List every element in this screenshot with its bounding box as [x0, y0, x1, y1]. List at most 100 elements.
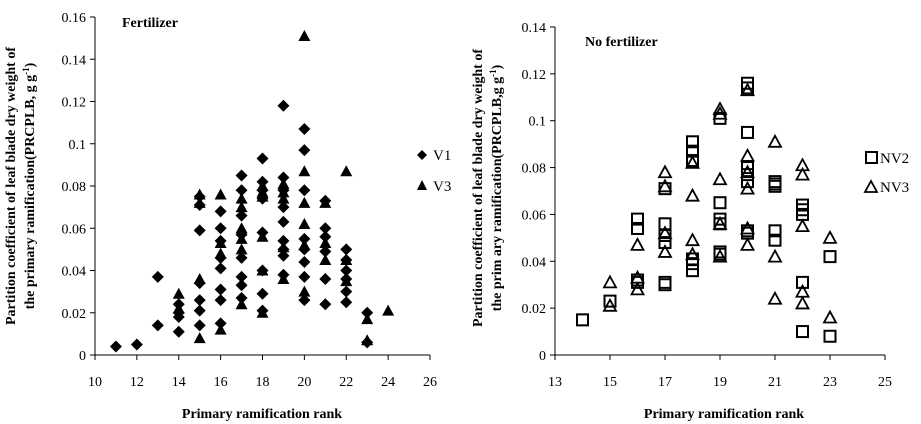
y-tick-label: 0 — [539, 349, 546, 364]
point-nv3 — [684, 246, 701, 261]
point-v3 — [193, 272, 206, 284]
y-tick-label: 0.14 — [62, 53, 87, 68]
point-v1 — [214, 317, 227, 330]
point-nv2 — [741, 76, 754, 90]
point-v1 — [214, 205, 227, 218]
chart-no-fertilizer: 13 15 17 19 21 23 25 00.020.040.060.080.10.120… — [471, 21, 909, 422]
point-v3 — [319, 253, 332, 265]
point-v3 — [235, 192, 248, 204]
chart-no-fertilizer-legend: NV2 NV3 — [863, 151, 909, 196]
point-v1 — [277, 215, 290, 228]
y-tick-label: 0.1 — [529, 115, 547, 130]
point-v1 — [256, 152, 269, 165]
x-tick-label: 19 — [713, 375, 727, 390]
point-nv3 — [739, 164, 756, 179]
point-nv2 — [768, 175, 782, 189]
point-v3 — [256, 306, 269, 318]
point-v3 — [214, 237, 227, 249]
point-nv3 — [629, 281, 646, 296]
point-nv2 — [741, 175, 754, 189]
point-v1 — [193, 294, 206, 307]
point-nv2 — [796, 275, 809, 289]
point-nv3 — [657, 178, 673, 193]
point-v3 — [340, 165, 353, 177]
point-v1 — [340, 285, 353, 298]
y-tick-label: 0.02 — [62, 307, 87, 322]
chart-fertilizer-y-label-line2: the primary ramification(PRCPLB, g g-1) — [21, 62, 38, 309]
chart-fertilizer-y-label-end: ) — [23, 62, 38, 67]
point-nv3 — [739, 82, 756, 97]
point-v3 — [277, 272, 290, 284]
point-v1 — [235, 184, 248, 197]
point-nv2 — [796, 325, 809, 339]
point-v3 — [235, 232, 248, 244]
point-v3 — [172, 302, 185, 314]
x-tick-label: 24 — [381, 375, 395, 390]
point-nv3 — [684, 155, 701, 169]
x-tick-label: 21 — [768, 375, 782, 390]
point-nv3 — [794, 283, 811, 298]
point-v3 — [193, 188, 206, 200]
point-v1 — [235, 209, 248, 222]
point-v1 — [319, 272, 332, 285]
point-v1 — [277, 249, 290, 262]
point-nv2 — [823, 329, 837, 343]
y-tick-label: 0.12 — [522, 68, 547, 83]
point-nv3 — [712, 171, 728, 186]
point-nv3 — [602, 297, 618, 312]
point-nv2 — [713, 245, 727, 259]
point-v1 — [277, 234, 290, 247]
y-tick-label: 0.16 — [62, 11, 87, 26]
y-tick-label: 0.1 — [69, 138, 87, 153]
legend-label-v1: V1 — [433, 148, 451, 164]
point-nv2 — [631, 221, 644, 235]
y-tick-label: 0.04 — [62, 265, 87, 280]
point-nv3 — [794, 157, 811, 172]
point-v1 — [277, 99, 290, 112]
point-nv3 — [767, 133, 783, 148]
point-v1 — [193, 224, 206, 237]
point-nv3 — [739, 147, 756, 162]
chart-no-fertilizer-y-label-line2-main: the prim ary ramification(PRCPLB,g g — [490, 77, 505, 311]
point-v3 — [382, 304, 395, 316]
point-v1 — [130, 338, 143, 351]
point-v1 — [193, 304, 206, 317]
point-v1 — [214, 294, 227, 307]
legend-label-v3: V3 — [433, 179, 451, 195]
point-v3 — [214, 323, 227, 335]
point-v1 — [298, 184, 311, 197]
y-tick-label: 0.12 — [62, 96, 87, 111]
point-nv2 — [713, 212, 727, 226]
point-nv3 — [712, 215, 728, 230]
point-nv2 — [768, 224, 782, 238]
chart-no-fertilizer-marks — [576, 76, 838, 343]
point-v1 — [298, 122, 311, 135]
point-v3 — [256, 186, 269, 198]
point-v3 — [361, 334, 374, 346]
point-v3 — [214, 247, 227, 259]
point-v1 — [319, 245, 332, 258]
point-nv3 — [602, 274, 618, 289]
x-tick-label: 15 — [603, 375, 617, 390]
point-v3 — [235, 201, 248, 213]
legend-label-nv2: NV2 — [880, 151, 909, 167]
point-v3 — [193, 332, 206, 344]
point-nv3 — [657, 225, 673, 240]
chart-no-fertilizer-x-label: Primary ramification rank — [644, 407, 804, 422]
point-v1 — [235, 291, 248, 304]
point-nv2 — [686, 135, 699, 149]
x-tick-label: 10 — [88, 375, 102, 390]
x-tick-label: 22 — [339, 375, 353, 390]
point-nv2 — [658, 275, 672, 289]
chart-no-fertilizer-annotation: No fertilizer — [585, 35, 658, 50]
point-v1 — [172, 325, 185, 338]
point-v3 — [214, 188, 227, 200]
point-v1 — [235, 169, 248, 182]
chart-no-fertilizer-y-label-end: ) — [490, 64, 505, 69]
chart-fertilizer-y-ticks: 0 0.02 0.04 0.06 0.08 0.1 0.12 0.14 0.16 — [62, 11, 95, 364]
point-v3 — [193, 196, 206, 208]
point-v1 — [298, 144, 311, 157]
x-tick-label: 14 — [172, 375, 186, 390]
point-v3 — [298, 285, 311, 297]
